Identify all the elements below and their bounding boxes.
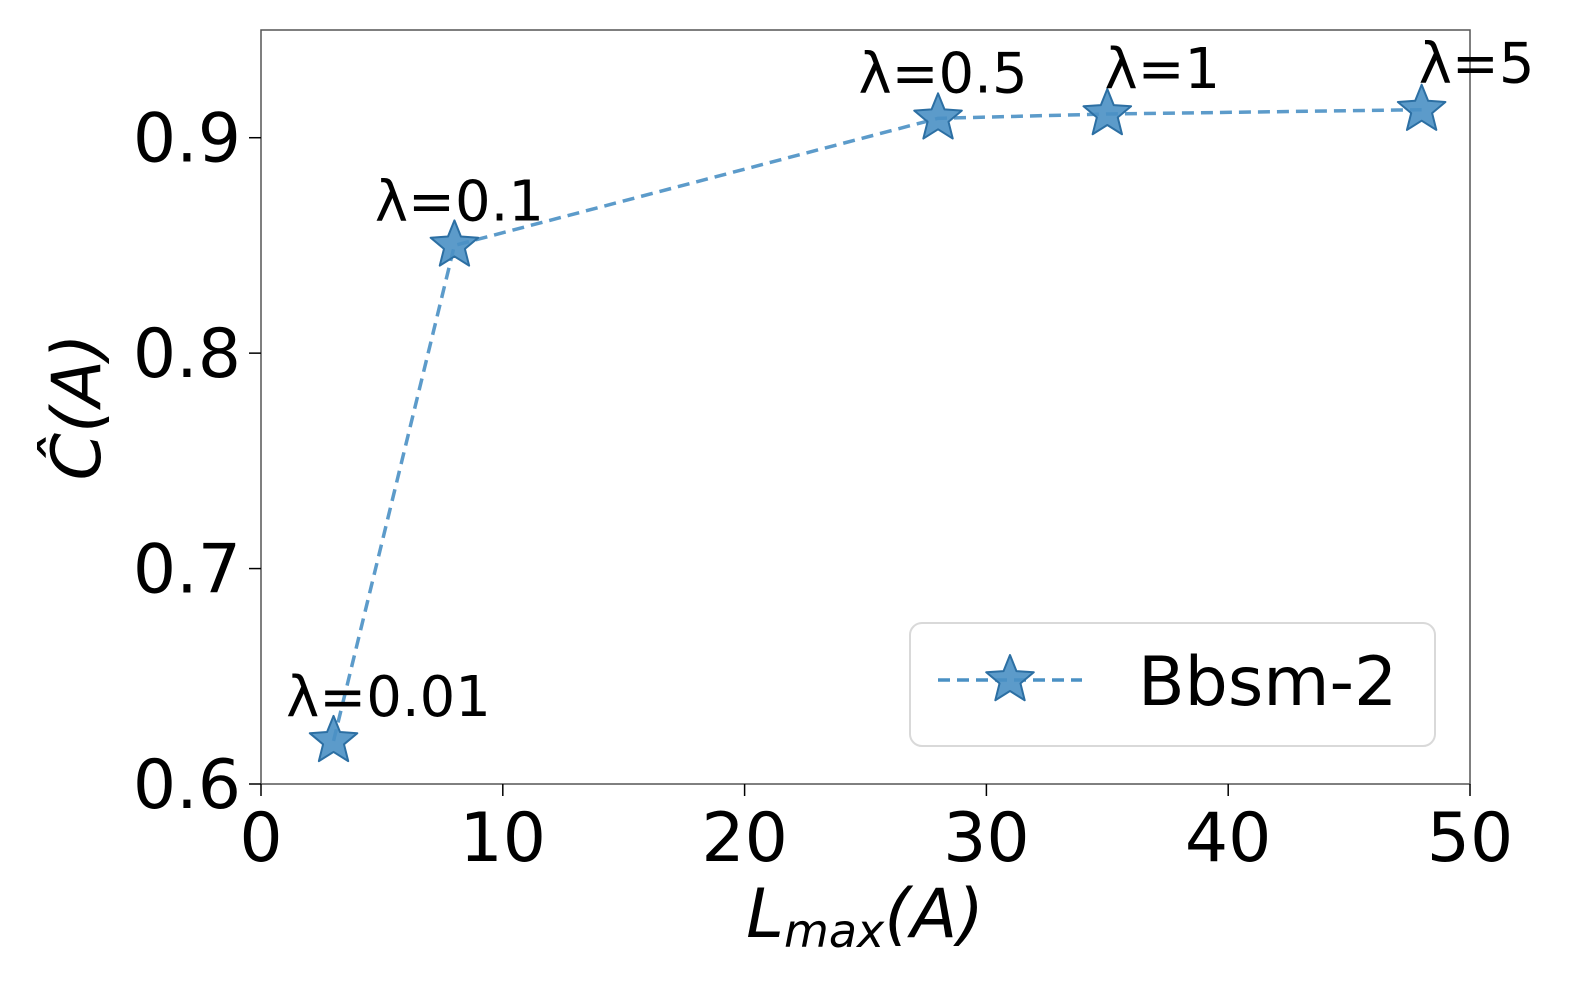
y-axis-label: Ĉ(A) [37,333,117,480]
data-point-star [1082,88,1133,136]
y-tick-label: 0.9 [133,100,241,179]
y-tick-label: 0.7 [133,531,241,610]
annotation-layer: λ=0.01 λ=0.1 λ=0.5 λ=1 λ=5 [286,32,1534,730]
series-layer [308,83,1447,763]
y-tick-label: 0.6 [133,746,241,825]
legend-label: Bbsm-2 [1138,643,1397,722]
x-tick-label: 0 [239,799,282,878]
point-annotation: λ=0.01 [286,665,491,730]
point-annotation: λ=5 [1419,32,1535,97]
x-tick-label: 20 [701,799,788,878]
data-point-star [1396,83,1447,131]
data-point-star [308,714,359,763]
legend: Bbsm-2 [909,622,1436,747]
x-tick-label: 40 [1185,799,1272,878]
data-point-star [913,92,963,140]
y-tick-label: 0.8 [133,315,241,394]
x-tick-label: 30 [943,799,1030,878]
legend-box [909,622,1436,747]
x-tick-label: 10 [460,799,547,878]
point-annotation: λ=0.1 [375,169,544,234]
plot-frame [260,29,1471,785]
y-axis: 0.6 0.7 0.8 0.9 [133,100,261,825]
point-annotation: λ=0.5 [858,41,1027,106]
legend-star-marker [985,654,1035,702]
x-axis-label: Lmax(A) [746,875,984,958]
point-annotation: λ=1 [1104,37,1220,102]
x-tick-label: 50 [1427,799,1514,878]
data-point-star [429,219,480,267]
x-axis: 0 10 20 30 40 50 [239,784,1513,878]
